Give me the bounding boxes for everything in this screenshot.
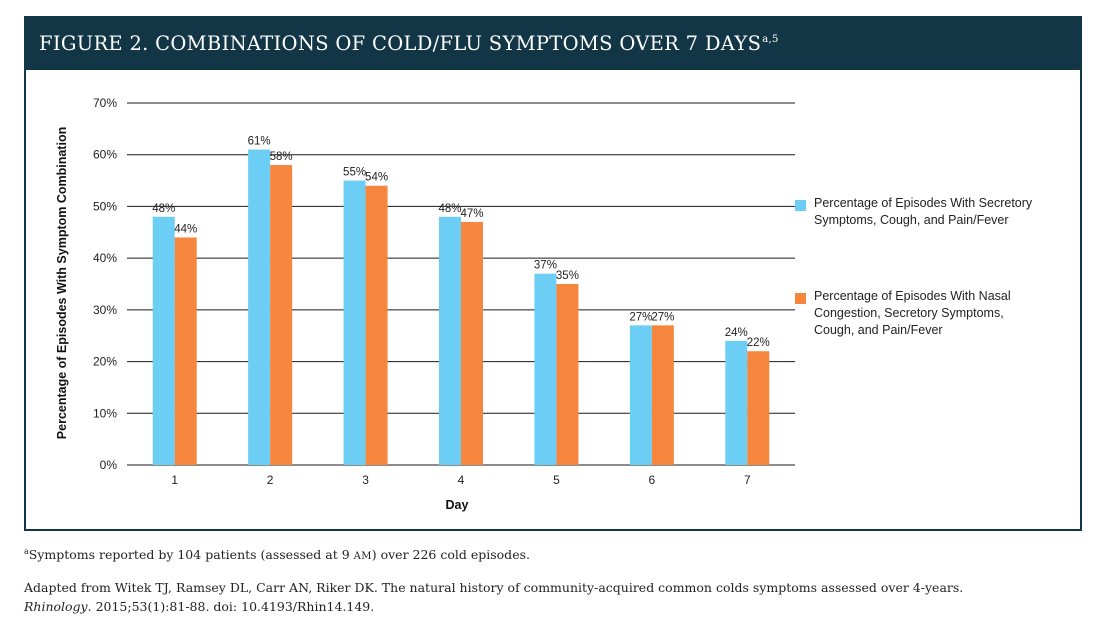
y-tick-label: 70% xyxy=(93,96,117,110)
bar-series-1 xyxy=(534,273,557,465)
x-tick-label: 2 xyxy=(267,473,274,487)
data-label: 27% xyxy=(651,311,674,323)
y-axis-label: Percentage of Episodes With Symptom Comb… xyxy=(55,127,69,439)
bar-series-2 xyxy=(556,284,579,465)
data-label: 22% xyxy=(747,337,770,349)
footnote-text-after: ) over 226 cold episodes. xyxy=(371,547,530,562)
y-tick-label: 30% xyxy=(93,303,117,317)
figure-title-superscript: a,5 xyxy=(762,34,779,45)
data-label: 44% xyxy=(174,223,197,235)
x-tick-label: 6 xyxy=(649,473,656,487)
data-label: 55% xyxy=(343,167,366,179)
footnote: aSymptoms reported by 104 patients (asse… xyxy=(24,547,530,562)
x-axis-ticks: 1 2 3 4 5 6 7 xyxy=(171,473,751,487)
legend-label-series-1: Percentage of Episodes With Secretory Sy… xyxy=(814,196,1033,227)
footnote-marker: a xyxy=(24,547,29,556)
x-tick-label: 3 xyxy=(362,473,369,487)
citation: Adapted from Witek TJ, Ramsey DL, Carr A… xyxy=(24,578,963,616)
data-label: 37% xyxy=(534,260,557,272)
legend-swatch-orange xyxy=(795,293,806,304)
bar-series-1 xyxy=(439,216,461,465)
y-tick-label: 40% xyxy=(93,251,117,265)
data-label: 35% xyxy=(556,270,579,282)
data-label: 61% xyxy=(248,136,271,148)
data-label: 27% xyxy=(629,311,652,323)
bar-series-2 xyxy=(461,221,483,465)
citation-journal: Rhinology xyxy=(24,599,88,614)
x-axis-label: Day xyxy=(446,498,469,512)
data-label: 54% xyxy=(365,172,388,184)
bar-series-2 xyxy=(651,325,674,465)
y-axis-ticks: 0% 10% 20% 30% 40% 50% 60% 70% xyxy=(93,96,117,472)
y-tick-label: 10% xyxy=(93,406,117,420)
x-tick-label: 1 xyxy=(171,473,178,487)
y-tick-label: 0% xyxy=(100,458,118,472)
bar-series-1 xyxy=(629,325,652,465)
bar-series-2 xyxy=(365,185,388,465)
x-tick-label: 4 xyxy=(458,473,465,487)
bar-chart: 0%10%20%30%40%50%60%70% 48%44%61%58%55%5… xyxy=(55,96,795,512)
x-tick-label: 7 xyxy=(744,473,751,487)
data-label: 24% xyxy=(725,327,748,339)
citation-rest: . 2015;53(1):81-88. doi: 10.4193/Rhin14.… xyxy=(87,599,375,614)
y-tick-label: 60% xyxy=(93,148,117,162)
footnote-am: AM xyxy=(353,551,372,562)
citation-line-1: Adapted from Witek TJ, Ramsey DL, Carr A… xyxy=(24,580,964,595)
y-tick-label: 50% xyxy=(93,199,117,213)
y-tick-label: 20% xyxy=(93,355,117,369)
bar-series-2 xyxy=(174,237,197,465)
data-labels: 48%44%61%58%55%54%48%47%37%35%27%27%24%2… xyxy=(152,136,770,350)
legend-swatch-blue xyxy=(795,200,806,211)
figure-title: FIGURE 2. COMBINATIONS OF COLD/FLU SYMPT… xyxy=(39,32,779,55)
legend-label-series-2: Percentage of Episodes With Nasal Conges… xyxy=(814,289,1011,337)
x-tick-label: 5 xyxy=(553,473,560,487)
data-label: 47% xyxy=(460,208,483,220)
data-label: 58% xyxy=(270,151,293,163)
footnote-text-before: Symptoms reported by 104 patients (asses… xyxy=(28,547,354,562)
figure-title-text: FIGURE 2. COMBINATIONS OF COLD/FLU SYMPT… xyxy=(39,32,762,55)
bar-series-1 xyxy=(152,216,175,465)
bar-series-1 xyxy=(248,149,271,466)
figure-header: FIGURE 2. COMBINATIONS OF COLD/FLU SYMPT… xyxy=(26,18,1080,70)
bar-series-2 xyxy=(270,165,293,466)
bar-series-2 xyxy=(747,351,770,465)
bars xyxy=(152,149,770,466)
bar-series-1 xyxy=(343,180,366,466)
bar-series-1 xyxy=(725,340,748,465)
data-label: 48% xyxy=(152,203,175,215)
citation-line-2: Rhinology. 2015;53(1):81-88. doi: 10.419… xyxy=(24,597,963,616)
data-label: 48% xyxy=(438,203,461,215)
